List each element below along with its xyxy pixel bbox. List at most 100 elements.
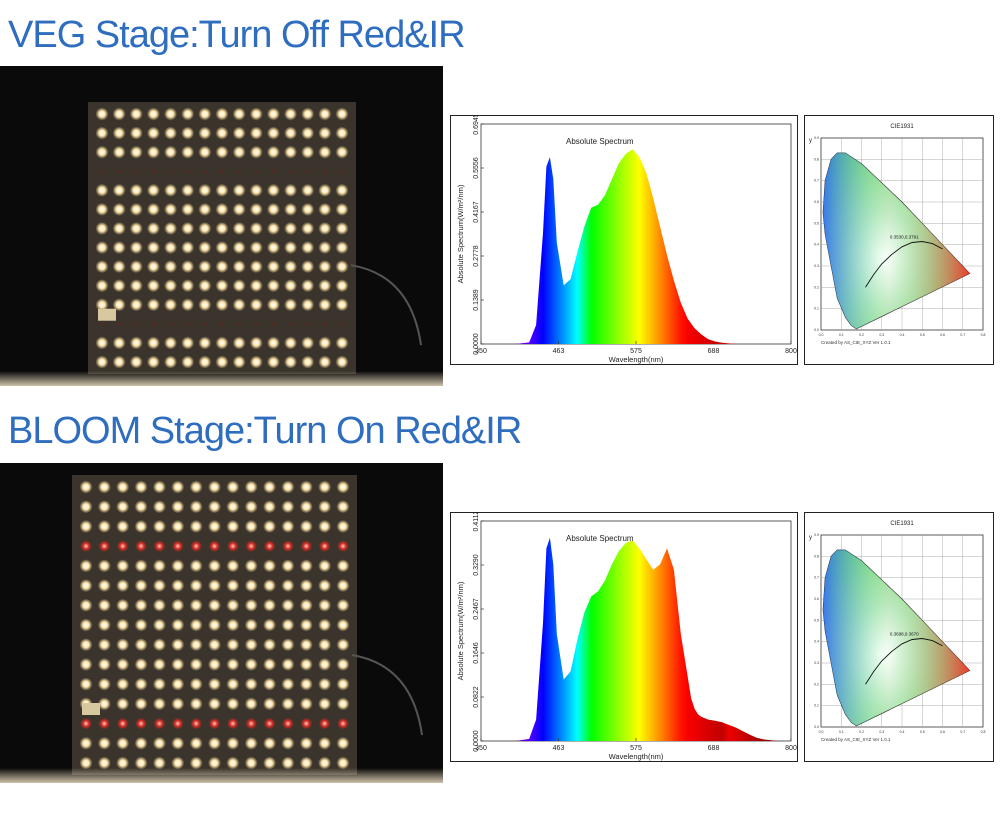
led-white bbox=[336, 697, 350, 711]
led-white bbox=[116, 500, 130, 514]
y-tick-label: 0.3290 bbox=[473, 554, 480, 576]
led-white bbox=[249, 241, 263, 255]
led-red bbox=[226, 540, 239, 553]
led-white bbox=[281, 756, 295, 770]
chart-title: Absolute Spectrum bbox=[566, 534, 634, 543]
led-red bbox=[135, 717, 148, 730]
led-white bbox=[299, 480, 313, 494]
y-tick-label: 0.5556 bbox=[473, 157, 480, 179]
floor-glow bbox=[0, 768, 443, 783]
led-white bbox=[134, 756, 148, 770]
led-white bbox=[112, 183, 126, 197]
cie-y-tick-label: 0.1 bbox=[814, 704, 819, 708]
led-red bbox=[226, 717, 239, 730]
led-white bbox=[301, 298, 315, 312]
led-white bbox=[299, 559, 313, 573]
led-white bbox=[79, 579, 93, 593]
led-white bbox=[116, 480, 130, 494]
led-white bbox=[171, 677, 185, 691]
led-red bbox=[135, 540, 148, 553]
led-white bbox=[97, 677, 111, 691]
led-white bbox=[79, 480, 93, 494]
led-off bbox=[271, 322, 276, 326]
led-white bbox=[226, 618, 240, 632]
led-white bbox=[249, 202, 263, 216]
led-white bbox=[97, 657, 111, 671]
led-white bbox=[266, 241, 280, 255]
led-white bbox=[79, 638, 93, 652]
led-white bbox=[129, 107, 143, 121]
led-off bbox=[168, 169, 173, 173]
led-red bbox=[318, 540, 331, 553]
led-white bbox=[95, 336, 109, 350]
led-white bbox=[171, 559, 185, 573]
led-off bbox=[117, 322, 121, 326]
cie-y-tick-label: 0.0 bbox=[814, 328, 819, 332]
led-white bbox=[215, 241, 229, 255]
led-white bbox=[171, 618, 185, 632]
led-white bbox=[152, 677, 166, 691]
led-white bbox=[299, 697, 313, 711]
led-white bbox=[129, 126, 143, 140]
led-white bbox=[189, 677, 203, 691]
led-white bbox=[112, 355, 126, 369]
led-white bbox=[129, 183, 143, 197]
led-white bbox=[95, 126, 109, 140]
led-white bbox=[281, 618, 295, 632]
led-white bbox=[189, 657, 203, 671]
led-white bbox=[266, 183, 280, 197]
led-white bbox=[112, 279, 126, 293]
cie-x-tick-label: 0.7 bbox=[960, 730, 965, 734]
led-white bbox=[79, 500, 93, 514]
led-white bbox=[336, 579, 350, 593]
led-white bbox=[116, 736, 130, 750]
cie-point-label: 0.3530,0.3791 bbox=[890, 234, 919, 239]
led-white bbox=[208, 519, 221, 533]
led-white bbox=[244, 598, 258, 612]
cie-y-tick-label: 0.8 bbox=[814, 157, 819, 161]
cie-x-tick-label: 0.4 bbox=[900, 730, 905, 734]
led-off bbox=[186, 169, 190, 173]
led-white bbox=[244, 657, 258, 671]
led-white bbox=[164, 221, 178, 235]
led-white bbox=[198, 336, 212, 350]
led-white bbox=[249, 107, 263, 121]
led-white bbox=[215, 126, 229, 140]
led-white bbox=[284, 145, 298, 159]
led-white bbox=[266, 279, 280, 293]
led-white bbox=[284, 355, 298, 369]
led-white bbox=[171, 579, 185, 593]
led-red bbox=[153, 540, 166, 553]
led-white bbox=[189, 598, 203, 612]
led-white bbox=[263, 618, 277, 632]
led-white bbox=[318, 221, 332, 235]
led-red bbox=[208, 717, 221, 730]
led-white bbox=[263, 480, 277, 494]
power-cable bbox=[350, 264, 422, 346]
led-white bbox=[152, 579, 166, 593]
led-white bbox=[336, 559, 350, 573]
cie-x-tick-label: 0.1 bbox=[839, 333, 844, 337]
led-white bbox=[335, 183, 349, 197]
led-white bbox=[95, 202, 109, 216]
led-white bbox=[301, 355, 315, 369]
led-white bbox=[146, 145, 160, 159]
led-white bbox=[263, 657, 277, 671]
led-white bbox=[244, 519, 258, 533]
led-white bbox=[208, 579, 221, 593]
bloom-led-panel-photo bbox=[0, 463, 443, 783]
led-off bbox=[340, 169, 344, 173]
led-white bbox=[266, 126, 280, 140]
led-white bbox=[266, 202, 280, 216]
led-white bbox=[281, 657, 295, 671]
led-red bbox=[171, 717, 184, 730]
led-white bbox=[97, 697, 111, 711]
chart-title: Absolute Spectrum bbox=[566, 137, 634, 146]
led-white bbox=[171, 756, 185, 770]
led-white bbox=[336, 677, 350, 691]
led-white bbox=[226, 519, 240, 533]
led-white bbox=[318, 756, 332, 770]
led-white bbox=[164, 241, 178, 255]
cie-footer: Created by AS_CIE_XYZ Ver 1.0.1 bbox=[821, 340, 891, 345]
led-white bbox=[112, 221, 126, 235]
